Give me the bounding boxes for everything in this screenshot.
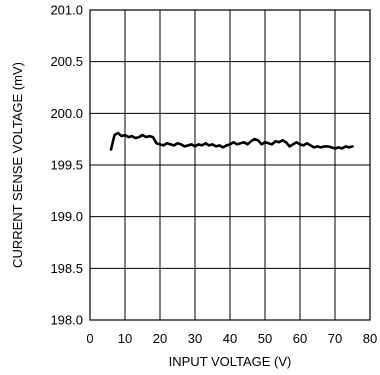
x-tick-label: 40	[223, 331, 237, 346]
y-tick-label: 200.0	[50, 106, 83, 121]
series-line	[109, 131, 354, 151]
x-tick-label: 60	[293, 331, 307, 346]
y-axis-title: CURRENT SENSE VOLTAGE (mV)	[10, 62, 25, 268]
tick-labels: 0 10 20 30 40 50 60 70 80 198.0 198.5 199.0 199.5 200…	[50, 3, 377, 347]
plot-frame	[89, 9, 371, 321]
x-tick-label: 50	[258, 331, 272, 346]
y-tick-label: 201.0	[50, 3, 83, 18]
y-tick-label: 200.5	[50, 54, 83, 69]
x-tick-label: 20	[153, 331, 167, 346]
x-axis-title: INPUT VOLTAGE (V)	[169, 354, 292, 369]
y-tick-label: 198.0	[50, 313, 83, 328]
y-tick-label: 198.5	[50, 261, 83, 276]
y-tick-label: 199.5	[50, 158, 83, 173]
y-tick-label: 199.0	[50, 209, 83, 224]
x-tick-label: 80	[363, 331, 377, 346]
x-tick-label: 30	[188, 331, 202, 346]
grid	[90, 10, 370, 320]
x-tick-label: 10	[118, 331, 132, 346]
x-tick-label: 0	[86, 331, 93, 346]
x-tick-label: 70	[328, 331, 342, 346]
